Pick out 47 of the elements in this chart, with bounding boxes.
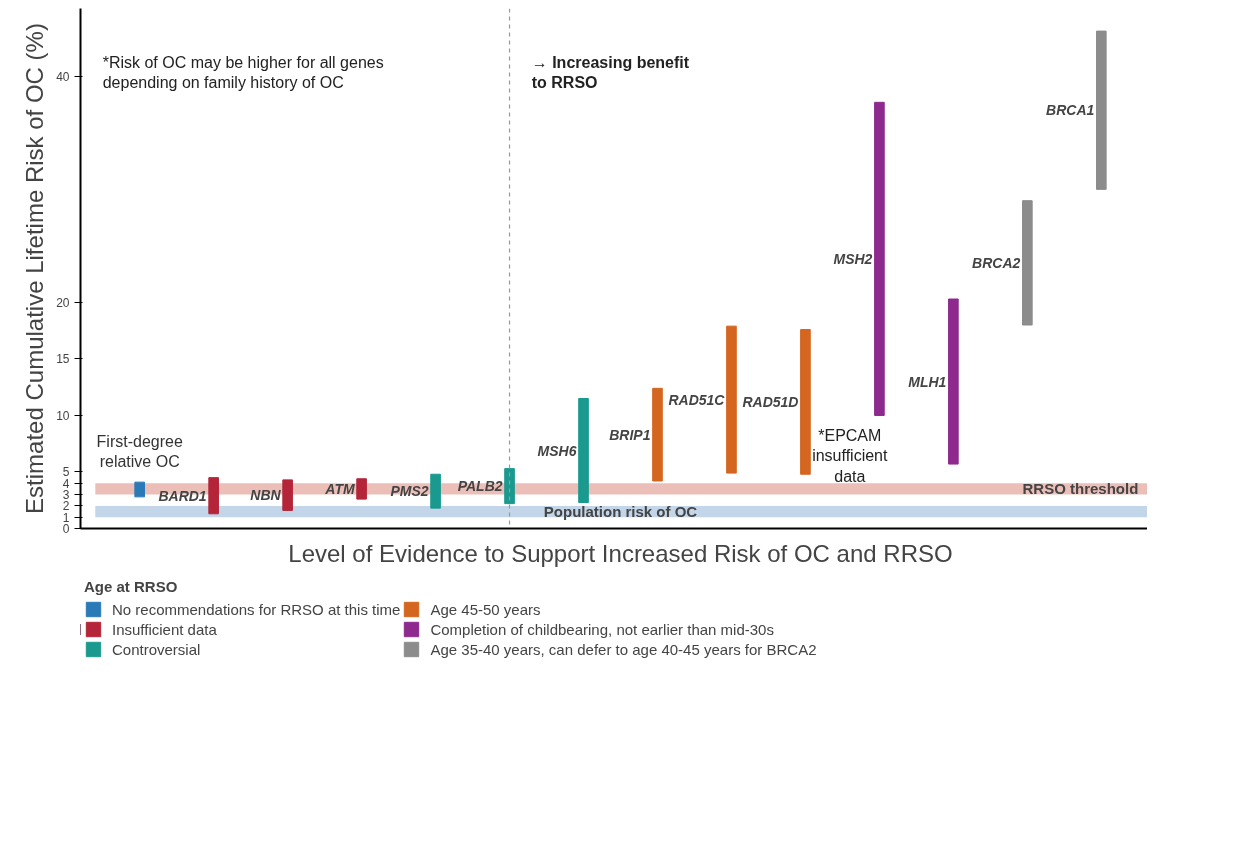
- band-label: RRSO threshold: [1022, 480, 1139, 498]
- bar: [356, 478, 367, 500]
- bar: [800, 329, 811, 475]
- x-tick-label: MLH1: [908, 373, 947, 390]
- legend-label: Age 45-50 years: [430, 600, 541, 618]
- x-tick-label: BRIP1: [609, 426, 651, 443]
- x-axis-title: Level of Evidence to Support Increased Risk of OC and RRSO: [288, 539, 953, 567]
- annotation: *Risk of OC may be higher for all genes depending on family history of OC: [102, 53, 384, 92]
- legend-label: Controversial: [112, 640, 201, 658]
- bar: [726, 325, 737, 474]
- y-tick-label: 15: [56, 352, 70, 367]
- legend-label: Age 35-40 years, can defer to age 40-45 years for BRCA2: [430, 640, 817, 658]
- x-tick-label: ATM: [324, 480, 355, 497]
- x-tick-label: BARD1: [158, 487, 207, 504]
- annotation: *EPCAM insufficient data: [812, 426, 889, 485]
- legend-label: Insufficient data: [112, 620, 217, 638]
- x-tick-label: First-degree relative OC: [96, 432, 183, 471]
- bar: [430, 473, 441, 509]
- bar: [1096, 30, 1107, 190]
- y-tick-label: 0: [62, 522, 70, 536]
- bar: [652, 387, 663, 482]
- x-tick-label: RAD51C: [668, 391, 726, 408]
- y-tick-label: 40: [56, 69, 70, 84]
- x-tick-label: BRCA2: [972, 254, 1021, 271]
- bar: [208, 477, 219, 515]
- y-tick-label: 20: [56, 295, 70, 310]
- x-tick-label: MSH6: [537, 442, 577, 459]
- legend-label: No recommendations for RRSO at this time: [112, 600, 401, 618]
- bar: [504, 468, 515, 505]
- x-tick-label: PALB2: [457, 478, 503, 495]
- x-tick-label: NBN: [250, 487, 282, 504]
- bar: [874, 101, 885, 416]
- bar: [282, 479, 293, 511]
- y-tick-label: 10: [56, 408, 70, 423]
- x-tick-label: MSH2: [833, 250, 873, 267]
- legend-title: Age at RRSO: [84, 578, 179, 595]
- legend-label: Completion of childbearing, not earlier than mid-30s: [430, 620, 774, 638]
- x-tick-label: RAD51D: [742, 393, 799, 410]
- x-tick-label: BRCA1: [1046, 102, 1095, 119]
- bar: [134, 481, 145, 498]
- y-axis-title: Estimated Cumulative Lifetime Risk of OC (%): [21, 23, 49, 514]
- bar: [1022, 200, 1033, 326]
- bar: [578, 398, 589, 503]
- annotation: → Increasing benefit to RRSO: [531, 53, 690, 92]
- x-tick-label: PMS2: [390, 483, 429, 500]
- bar: [948, 298, 959, 465]
- band-label: Population risk of OC: [543, 503, 698, 521]
